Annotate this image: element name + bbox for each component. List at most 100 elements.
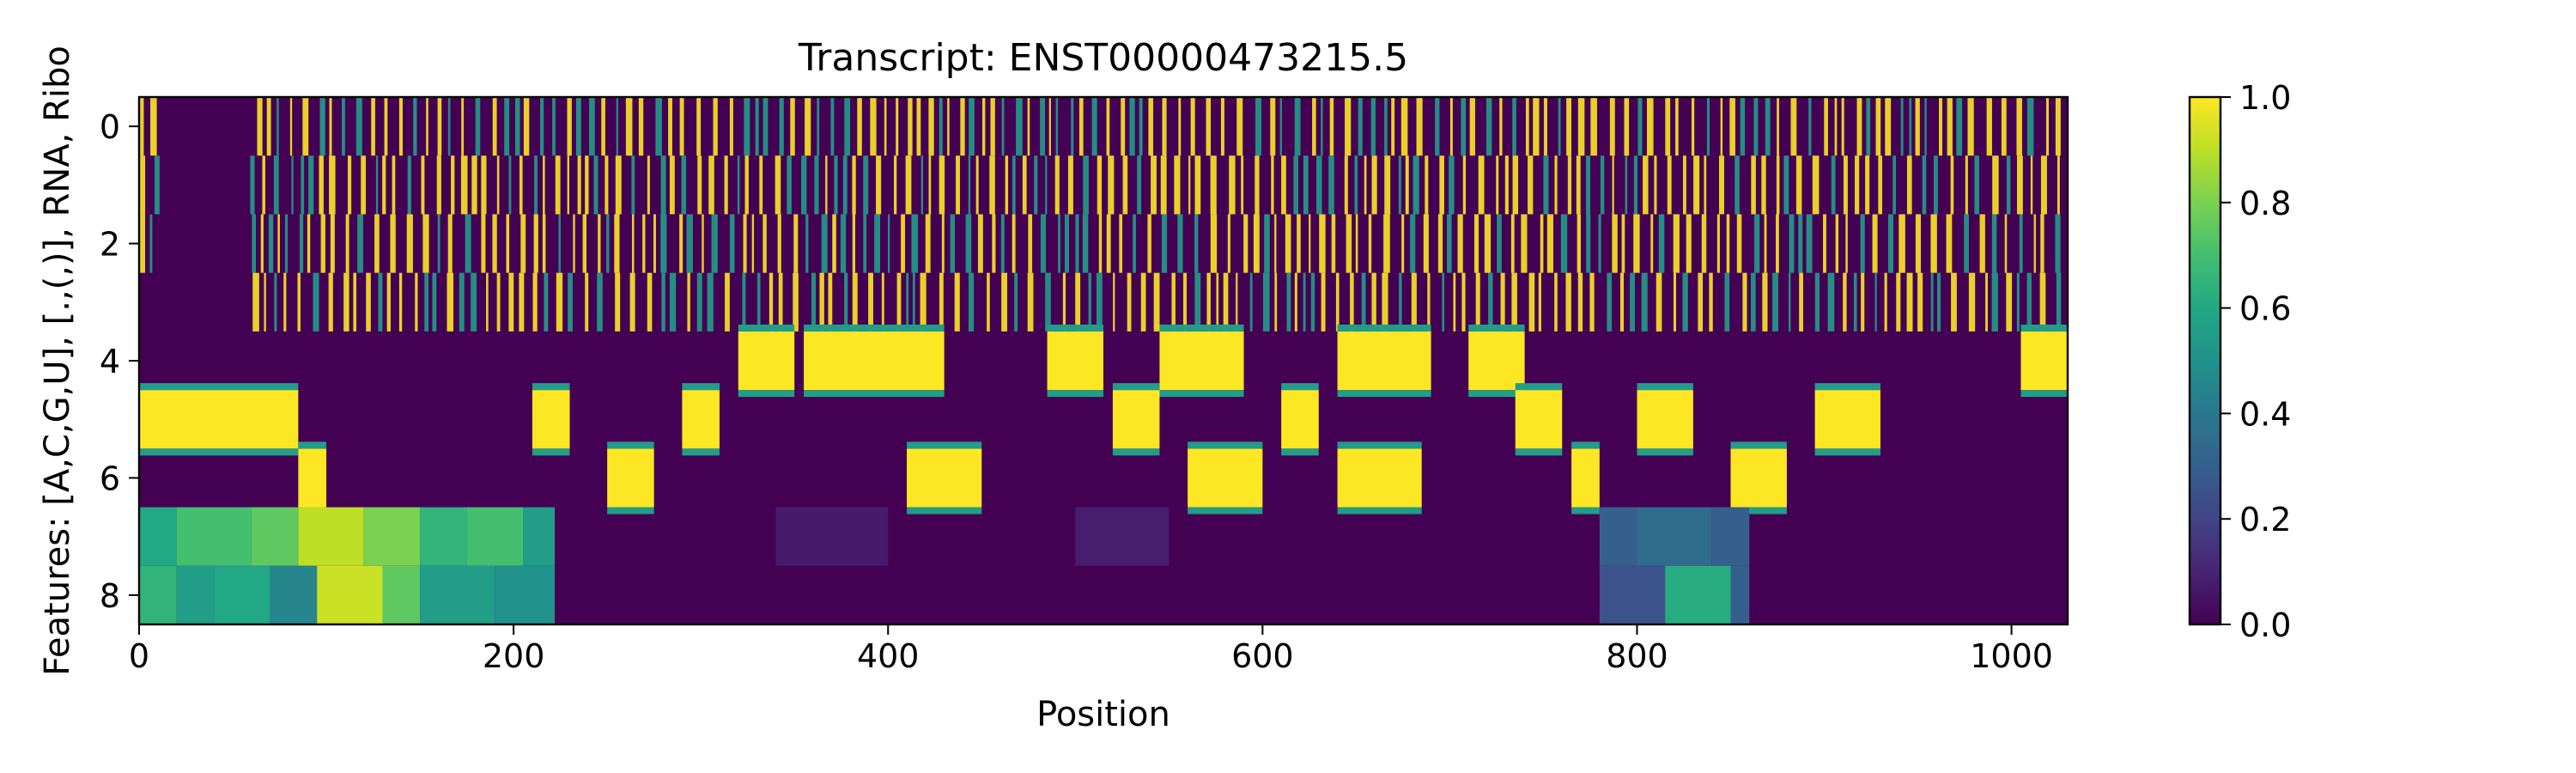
colorbar-tick-label: 0.2 xyxy=(2239,501,2291,539)
nucleotide-row-0-streak xyxy=(139,97,144,156)
nucleotide-row-3-streak xyxy=(1861,272,1865,332)
nucleotide-row-3-streak xyxy=(1371,272,1376,332)
structure-row-6-segment xyxy=(1188,448,1263,508)
nucleotide-row-0-streak xyxy=(1206,97,1212,156)
nucleotide-row-0-streak xyxy=(755,97,759,156)
nucleotide-row-3-streak xyxy=(1607,272,1612,332)
nucleotide-row-3-streak xyxy=(398,272,403,332)
nucleotide-row-0-streak xyxy=(1148,97,1154,156)
nucleotide-row-2-streak xyxy=(1297,214,1301,273)
nucleotide-row-3-streak xyxy=(1762,272,1768,332)
nucleotide-row-2-streak xyxy=(1309,214,1311,273)
nucleotide-row-1-streak xyxy=(471,155,477,215)
nucleotide-row-2-streak xyxy=(465,214,471,273)
nucleotide-row-1-streak xyxy=(1034,155,1038,215)
nucleotide-row-1-streak xyxy=(1751,155,1756,215)
nucleotide-row-1-streak xyxy=(1600,155,1605,215)
nucleotide-row-1-streak xyxy=(1229,155,1236,215)
nucleotide-row-1-streak xyxy=(775,155,781,215)
rna-coverage-segment xyxy=(1075,507,1170,566)
nucleotide-row-3-streak xyxy=(1206,272,1211,332)
nucleotide-row-2-streak xyxy=(1658,214,1665,273)
nucleotide-row-1-streak xyxy=(1194,155,1201,215)
structure-row-4-edge xyxy=(1159,390,1244,398)
structure-row-5-edge xyxy=(1814,383,1880,391)
nucleotide-row-1-streak xyxy=(2030,155,2033,215)
colorbar: 0.0 0.2 0.4 0.6 0.8 1.0 xyxy=(2188,79,2291,644)
nucleotide-row-0-streak xyxy=(762,97,769,156)
nucleotide-row-0-streak xyxy=(1321,97,1323,156)
nucleotide-row-3-streak xyxy=(1286,272,1291,332)
nucleotide-row-3-streak xyxy=(669,272,677,332)
structure-row-4-segment xyxy=(1337,331,1431,391)
nucleotide-row-1-streak xyxy=(2040,155,2047,215)
nucleotide-row-0-streak xyxy=(1416,97,1423,156)
nucleotide-row-0-streak xyxy=(729,97,733,156)
nucleotide-row-2-streak xyxy=(1082,214,1089,273)
nucleotide-row-0-streak xyxy=(1055,97,1059,156)
nucleotide-row-0-streak xyxy=(1675,97,1679,156)
nucleotide-row-0-streak xyxy=(567,97,572,156)
structure-row-4-segment xyxy=(1159,331,1244,391)
nucleotide-row-1-streak xyxy=(421,155,425,215)
nucleotide-row-1-streak xyxy=(262,155,265,215)
nucleotide-row-1-streak xyxy=(375,155,379,215)
nucleotide-row-3-streak xyxy=(852,272,858,332)
nucleotide-row-3-streak xyxy=(1140,272,1146,332)
nucleotide-row-0-streak xyxy=(1270,97,1276,156)
nucleotide-row-1-streak xyxy=(1865,155,1870,215)
nucleotide-row-1-streak xyxy=(451,155,455,215)
nucleotide-row-0-streak xyxy=(1915,97,1920,156)
nucleotide-row-3-streak xyxy=(1827,272,1835,332)
nucleotide-row-3-streak xyxy=(519,272,525,332)
nucleotide-row-1-streak xyxy=(647,155,650,215)
nucleotide-row-1-streak xyxy=(814,155,819,215)
nucleotide-row-2-streak xyxy=(925,214,931,273)
nucleotide-row-0-streak xyxy=(928,97,934,156)
structure-row-6-edge xyxy=(1571,507,1600,514)
nucleotide-row-0-streak xyxy=(1040,97,1046,156)
structure-row-4-edge xyxy=(1468,390,1525,398)
y-tick-label: 8 xyxy=(100,577,120,615)
nucleotide-row-2-streak xyxy=(1612,214,1618,273)
nucleotide-row-3-streak xyxy=(1917,272,1923,332)
nucleotide-row-3-streak xyxy=(274,272,277,332)
nucleotide-row-2-streak xyxy=(252,214,257,273)
nucleotide-row-0-streak xyxy=(276,97,279,156)
nucleotide-row-0-streak xyxy=(939,97,943,156)
nucleotide-row-2-streak xyxy=(1887,214,1894,273)
nucleotide-row-3-streak xyxy=(447,272,454,332)
nucleotide-row-0-streak xyxy=(504,97,510,156)
nucleotide-row-1-streak xyxy=(1878,155,1883,215)
nucleotide-row-0-streak xyxy=(982,97,986,156)
nucleotide-row-2-streak xyxy=(751,214,755,273)
nucleotide-row-0-streak xyxy=(779,97,784,156)
colorbar-tick-label: 0.6 xyxy=(2239,290,2291,328)
nucleotide-row-2-streak xyxy=(660,214,667,273)
structure-row-4-segment xyxy=(1047,331,1103,391)
nucleotide-row-2-streak xyxy=(345,214,349,273)
nucleotide-row-1-streak xyxy=(1241,155,1244,215)
nucleotide-row-1-streak xyxy=(577,155,581,215)
nucleotide-row-1-streak xyxy=(1576,155,1581,215)
nucleotide-row-3-streak xyxy=(725,272,730,332)
nucleotide-row-2-streak xyxy=(821,214,828,273)
y-axis: 0 2 4 6 8 xyxy=(100,108,139,615)
nucleotide-row-0-streak xyxy=(2001,97,2007,156)
structure-row-6-segment xyxy=(1571,448,1600,508)
nucleotide-row-1-streak xyxy=(1718,155,1724,215)
nucleotide-row-3-streak xyxy=(1985,272,1988,332)
nucleotide-row-2-streak xyxy=(1457,214,1463,273)
nucleotide-row-2-streak xyxy=(268,214,274,273)
nucleotide-row-3-streak xyxy=(1113,272,1115,332)
structure-row-4-edge xyxy=(1047,390,1103,398)
nucleotide-row-2-streak xyxy=(686,214,693,273)
nucleotide-row-1-streak xyxy=(669,155,675,215)
nucleotide-row-3-streak xyxy=(1274,272,1278,332)
y-tick-label: 6 xyxy=(100,460,120,497)
nucleotide-row-0-streak xyxy=(1220,97,1224,156)
nucleotide-row-1-streak xyxy=(1398,155,1401,215)
nucleotide-row-0-streak xyxy=(384,97,388,156)
nucleotide-row-2-streak xyxy=(1497,214,1502,273)
